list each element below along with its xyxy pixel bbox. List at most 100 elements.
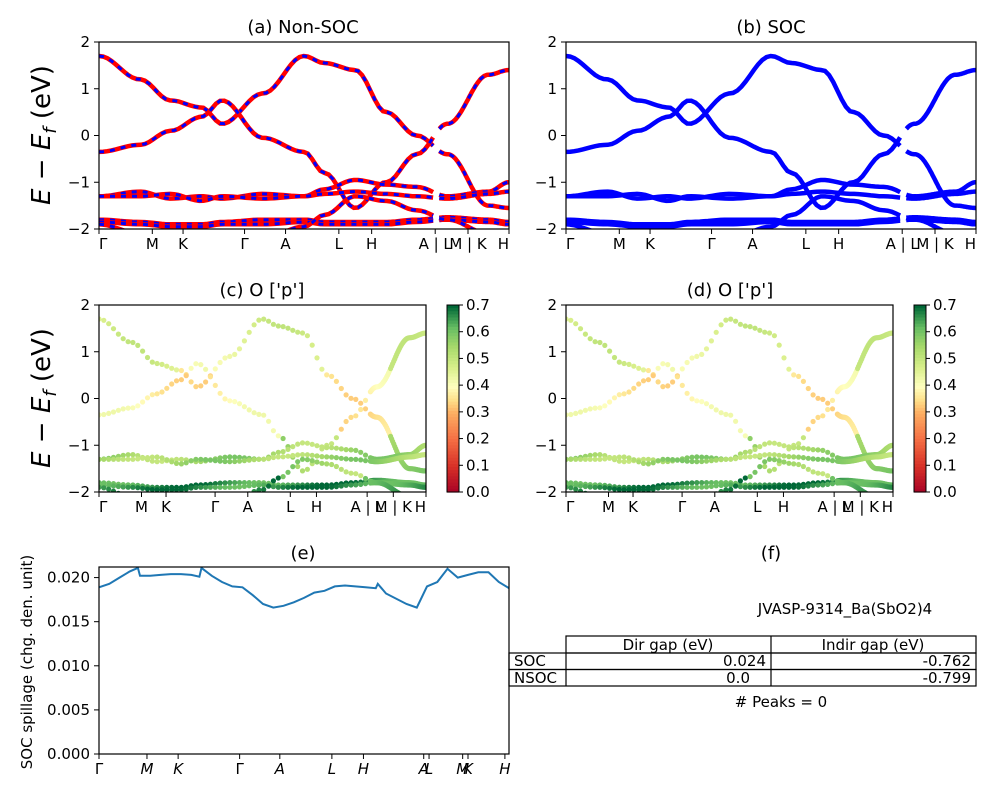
band-point (568, 411, 574, 418)
band-point (237, 496, 242, 501)
band-line (905, 180, 976, 199)
band-point (110, 326, 117, 332)
band-point (280, 324, 286, 330)
band-point (645, 461, 652, 467)
band-point (333, 455, 339, 461)
band-line (437, 67, 509, 131)
y-tick-label: 2 (80, 33, 90, 51)
band-point (203, 484, 209, 490)
colorbar-segment (447, 463, 459, 468)
band-point (125, 452, 131, 458)
band-point (805, 483, 811, 489)
band-point (126, 494, 131, 499)
band-point (670, 507, 675, 512)
band-point (796, 461, 802, 468)
bands (99, 53, 509, 229)
band-point (679, 481, 685, 487)
colorbar-segment (914, 442, 926, 446)
band-point (617, 503, 622, 508)
band-point (299, 456, 306, 462)
band-point (776, 458, 782, 464)
band-point (786, 444, 792, 450)
band-point (747, 324, 753, 330)
colorbar-segment (447, 479, 459, 484)
colorbar-segment (914, 488, 926, 493)
band-point (314, 443, 320, 449)
band-point (791, 454, 797, 460)
band-point (810, 447, 816, 453)
colorbar-segment (447, 414, 459, 418)
band-point (144, 395, 151, 401)
band-point (890, 330, 893, 336)
x-tick-label: H (366, 235, 377, 253)
band-point (766, 330, 773, 336)
colorbar-tick-label: 0.0 (466, 483, 490, 501)
colorbar-segment (447, 345, 459, 350)
band-point (275, 454, 281, 460)
band-point (338, 385, 344, 392)
band-point (140, 455, 146, 461)
band-point (587, 452, 593, 458)
colorbar-tick-label: 0.0 (933, 483, 957, 501)
band-point (207, 457, 213, 463)
plot-frame (98, 566, 510, 755)
band-point (679, 366, 685, 372)
band-point (703, 401, 710, 407)
colorbar-segment (447, 420, 459, 425)
band-point (120, 456, 126, 462)
band-point (343, 456, 349, 462)
band-point (106, 482, 112, 489)
band-point (689, 480, 695, 486)
colorbar-segment (914, 345, 926, 350)
band-point (299, 468, 306, 474)
band-point (694, 459, 700, 465)
band-point (616, 392, 622, 398)
band-point (665, 456, 671, 462)
colorbar-segment (914, 305, 926, 309)
band-point (597, 405, 603, 411)
panel-b-soc: (b) SOC 2 1 0 −1 −2 Γ M K Γ A L H A | LM | K H (535, 17, 977, 253)
x-tick-label: Γ (707, 235, 716, 253)
band-point (99, 484, 102, 490)
colorbar-segment (447, 364, 459, 368)
band-point (723, 317, 729, 323)
band-point (593, 494, 598, 499)
band-point (314, 484, 320, 490)
band-point (241, 483, 247, 489)
band-point (309, 441, 315, 447)
band-point (217, 480, 223, 486)
band-point (684, 458, 690, 464)
band-point (212, 458, 218, 464)
band-point (173, 367, 180, 373)
band-point (261, 486, 267, 492)
peaks-label: # Peaks = 0 (735, 693, 827, 711)
band-point (766, 468, 773, 474)
band-point (106, 456, 112, 462)
band-point (256, 411, 262, 417)
band-point (829, 452, 836, 458)
colorbar-segment (914, 454, 926, 459)
band-point (718, 482, 724, 488)
colorbar-segment (447, 305, 459, 309)
band-point (135, 456, 141, 462)
band-point (781, 355, 787, 361)
band-point (791, 484, 797, 490)
band-line-dashed (439, 215, 509, 224)
x-tick-label: Γ (678, 498, 687, 516)
band-point (820, 396, 826, 402)
band-point (115, 483, 121, 490)
colorbar-segment (914, 326, 926, 331)
band-line-dashed (438, 180, 509, 198)
colorbar-segment (914, 314, 926, 319)
table-cell-label: NSOC (514, 669, 557, 687)
colorbar-segment (447, 357, 459, 362)
band-point (820, 456, 826, 462)
band-point (723, 482, 729, 488)
band-point (713, 483, 719, 489)
band-point (602, 403, 608, 409)
band-point (188, 485, 194, 491)
band-point (689, 499, 694, 504)
